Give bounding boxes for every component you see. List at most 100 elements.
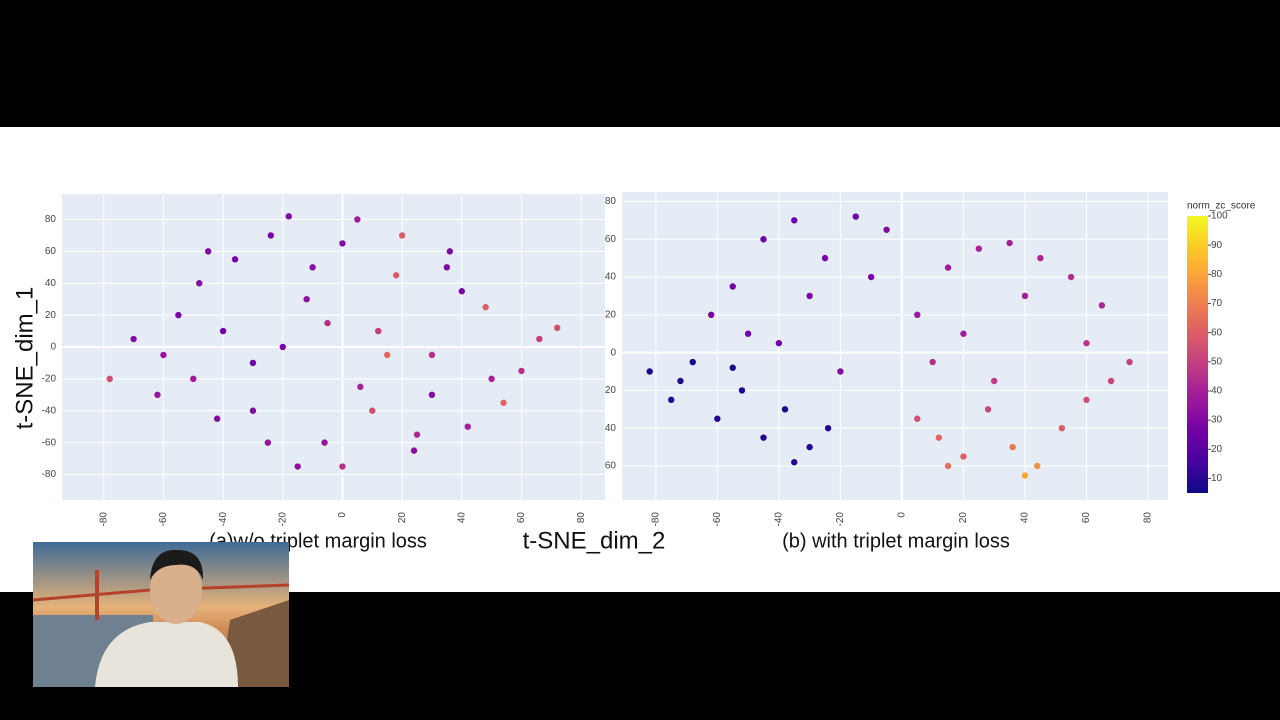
scatter-point xyxy=(1107,377,1115,385)
colorbar-tick-label: 70 xyxy=(1211,298,1223,309)
y-tick-label: 60 xyxy=(45,246,57,257)
scatter-point xyxy=(428,351,436,359)
scatter-point xyxy=(867,273,875,281)
colorbar-tick-label: 50 xyxy=(1211,356,1223,367)
y-tick-label: 80 xyxy=(605,196,617,207)
scatter-point xyxy=(738,387,746,394)
scatter-point xyxy=(944,264,952,271)
scatter-point xyxy=(975,245,983,252)
x-tick-label: -40 xyxy=(774,512,785,527)
scatter-point xyxy=(375,327,382,335)
colorbar-tick-label: 40 xyxy=(1211,386,1223,397)
scatter-point xyxy=(279,343,286,351)
scatter-point xyxy=(760,434,767,441)
plot-area xyxy=(622,192,1168,500)
x-tick-label: 40 xyxy=(456,512,467,524)
scatter-point xyxy=(285,213,292,220)
y-tick-label: -80 xyxy=(42,469,57,480)
colorbar-tick-label: 90 xyxy=(1211,240,1223,251)
y-tick-label: 20 xyxy=(605,385,617,396)
scatter-point xyxy=(646,368,653,375)
y-tick-label: -60 xyxy=(42,437,57,448)
x-tick-label: -20 xyxy=(835,512,846,527)
scatter-point xyxy=(1021,292,1029,300)
scatter-point xyxy=(106,375,113,383)
scatter-point xyxy=(944,462,952,470)
scatter-point xyxy=(960,330,967,337)
x-tick-label: -60 xyxy=(158,512,169,527)
colorbar-tick-label: 20 xyxy=(1211,444,1223,455)
scatter-point xyxy=(154,391,161,399)
scatter-point xyxy=(914,415,921,422)
scatter-point xyxy=(1058,424,1066,432)
scatter-point xyxy=(309,264,316,271)
y-tick-label: 80 xyxy=(45,214,57,225)
scatter-point xyxy=(482,303,489,311)
y-tick-label: 40 xyxy=(605,423,617,434)
scatter-point xyxy=(744,330,752,337)
scatter-point xyxy=(708,311,715,319)
scatter-point xyxy=(175,311,182,319)
scatter-point xyxy=(991,377,998,385)
x-tick-label: -20 xyxy=(277,512,288,527)
scatter-point xyxy=(852,213,859,220)
scatter-point xyxy=(806,443,813,451)
y-axis-label: t-SNE_dim_1 xyxy=(11,287,38,430)
scatter-point xyxy=(775,339,783,347)
scatter-point xyxy=(410,447,418,454)
scatter-point xyxy=(428,391,436,399)
scatter-point xyxy=(837,368,844,375)
scatter-point xyxy=(339,240,346,247)
y-tick-label: -20 xyxy=(42,374,57,385)
scatter-point xyxy=(984,406,992,413)
webcam-overlay xyxy=(32,542,290,687)
scatter-point xyxy=(354,216,361,223)
y-tick-label: -40 xyxy=(42,405,57,416)
y-tick-label: 20 xyxy=(605,309,617,320)
scatter-point xyxy=(249,407,257,414)
scatter-point xyxy=(883,226,890,233)
scatter-point xyxy=(369,407,376,414)
colorbar-title: norm_zc_score xyxy=(1187,201,1256,212)
scatter-point xyxy=(357,383,364,391)
scatter-point xyxy=(781,406,789,413)
scatter-point xyxy=(267,232,275,239)
colorbar-tick-label: 30 xyxy=(1211,415,1223,426)
chart-title: (b) with triplet margin loss xyxy=(782,530,1010,552)
scatter-point xyxy=(264,439,272,446)
colorbar-tick-label: 10 xyxy=(1211,473,1223,484)
x-tick-label: 80 xyxy=(1143,512,1154,524)
y-tick-label: 40 xyxy=(605,272,617,283)
scatter-point xyxy=(213,415,221,422)
scatter-point xyxy=(760,236,767,243)
scatter-point xyxy=(824,424,832,432)
y-tick-label: 0 xyxy=(610,347,616,358)
scatter-point xyxy=(1009,443,1016,451)
x-tick-label: 20 xyxy=(958,512,969,524)
scatter-point xyxy=(324,319,331,327)
scatter-point xyxy=(1126,358,1133,366)
x-tick-label: 80 xyxy=(576,512,587,524)
x-tick-label: 0 xyxy=(897,512,908,518)
colorbar-tick-label: 100 xyxy=(1211,211,1228,222)
scatter-point xyxy=(249,359,257,367)
y-tick-label: 60 xyxy=(605,234,617,245)
scatter-point xyxy=(1006,239,1013,247)
scatter-point xyxy=(1083,396,1090,404)
x-tick-label: 60 xyxy=(1081,512,1092,524)
scatter-point xyxy=(1034,462,1041,470)
scatter-point xyxy=(303,295,310,303)
x-tick-label: 40 xyxy=(1020,512,1031,524)
scatter-point xyxy=(196,280,203,287)
scatter-point xyxy=(130,335,137,343)
scatter-point xyxy=(1083,339,1090,347)
y-tick-label: 0 xyxy=(50,342,56,353)
scatter-point xyxy=(443,264,451,271)
scatter-point xyxy=(914,311,921,319)
scatter-point xyxy=(1021,472,1029,479)
scatter-point xyxy=(677,377,684,385)
x-tick-label: -80 xyxy=(98,512,109,527)
scatter-point xyxy=(518,367,525,375)
